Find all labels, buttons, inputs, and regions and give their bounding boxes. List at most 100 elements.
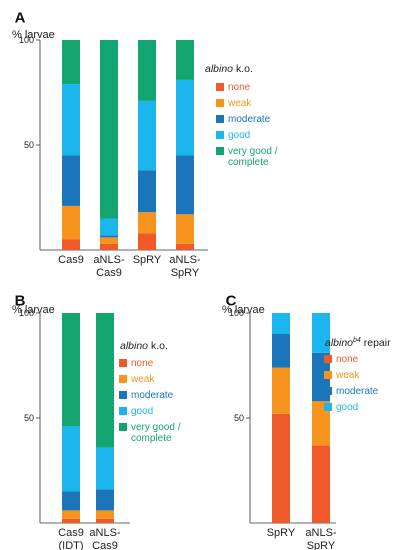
y-axis-label: % larvae — [12, 304, 55, 316]
legend-title: albino k.o. — [205, 63, 253, 75]
bar-segment-weak — [138, 212, 156, 234]
bar-segment-good — [272, 313, 290, 334]
bar-segment-good — [176, 79, 194, 156]
bar-segment-none — [96, 518, 114, 523]
x-category-label: aNLS- — [89, 527, 121, 539]
bar-segment-good — [62, 426, 80, 492]
legend-swatch — [324, 355, 332, 363]
x-category-label: SpRY — [307, 540, 336, 550]
legend-title: albino k.o. — [120, 340, 168, 352]
bar-segment-very-good-complete — [138, 40, 156, 101]
legend-swatch — [324, 403, 332, 411]
bar-segment-weak — [100, 237, 118, 244]
legend-swatch — [324, 371, 332, 379]
legend-label: none — [131, 358, 154, 369]
x-category-label: Cas9 — [96, 267, 122, 279]
bar-segment-good — [312, 313, 330, 353]
y-tick-label: 50 — [234, 413, 244, 423]
bar-segment-none — [100, 243, 118, 250]
legend-swatch — [324, 387, 332, 395]
bar-segment-none — [62, 239, 80, 250]
bar-segment-weak — [62, 510, 80, 519]
legend-label: weak — [227, 98, 252, 109]
bar-segment-good — [96, 447, 114, 490]
bar-segment-none — [312, 445, 330, 523]
x-category-label: SpRY — [133, 254, 162, 266]
legend-label: none — [336, 354, 359, 365]
panel-letter: C — [226, 292, 237, 309]
bar-segment-moderate — [62, 491, 80, 511]
panel-letter: B — [15, 292, 26, 309]
legend-label: good — [131, 406, 153, 417]
legend-label: good — [228, 130, 250, 141]
bar-segment-weak — [272, 367, 290, 414]
x-category-label: (IDT) — [58, 540, 83, 550]
bar-segment-very-good-complete — [62, 40, 80, 85]
legend-swatch — [119, 375, 127, 383]
y-tick-label: 100 — [19, 35, 34, 45]
bar-segment-good — [62, 84, 80, 156]
x-category-label: Cas9 — [58, 527, 84, 539]
bar-segment-none — [176, 243, 194, 250]
y-tick-label: 100 — [229, 308, 244, 318]
x-category-label: Cas9 — [58, 254, 84, 266]
bar-segment-moderate — [100, 235, 118, 238]
bar-segment-moderate — [176, 155, 194, 215]
legend-swatch — [119, 359, 127, 367]
y-tick-label: 100 — [19, 308, 34, 318]
bar-segment-weak — [312, 401, 330, 446]
bar-segment-weak — [176, 214, 194, 244]
legend-label: very good / — [131, 422, 181, 433]
legend-label: none — [228, 82, 251, 93]
bar-segment-none — [272, 413, 290, 523]
x-category-label: SpRY — [171, 267, 200, 279]
bar-segment-very-good-complete — [96, 313, 114, 448]
bar-segment-moderate — [272, 334, 290, 368]
legend-label: moderate — [228, 114, 271, 125]
x-category-label: aNLS- — [169, 254, 201, 266]
legend-label: weak — [335, 370, 360, 381]
x-category-label: SpRY — [267, 527, 296, 539]
bar-segment-none — [62, 518, 80, 523]
legend-label: moderate — [131, 390, 174, 401]
bar-segment-good — [100, 218, 118, 236]
x-category-label: Cas9 — [92, 540, 118, 550]
y-tick-label: 50 — [24, 413, 34, 423]
bar-segment-very-good-complete — [62, 313, 80, 427]
legend-label: very good / — [228, 146, 278, 157]
legend-swatch — [216, 99, 224, 107]
legend-swatch — [216, 115, 224, 123]
legend-label: complete — [131, 433, 172, 444]
y-tick-label: 50 — [24, 140, 34, 150]
panel-letter: A — [15, 9, 26, 26]
legend-swatch — [216, 147, 224, 155]
legend-label: moderate — [336, 386, 379, 397]
bar-segment-very-good-complete — [176, 40, 194, 80]
bar-segment-weak — [62, 205, 80, 240]
legend-label: complete — [228, 157, 269, 168]
legend-swatch — [216, 131, 224, 139]
legend-label: good — [336, 402, 358, 413]
bar-segment-weak — [96, 510, 114, 519]
x-category-label: aNLS- — [93, 254, 125, 266]
legend-swatch — [119, 423, 127, 431]
legend-swatch — [119, 391, 127, 399]
legend-swatch — [119, 407, 127, 415]
bar-segment-moderate — [138, 170, 156, 213]
x-category-label: aNLS- — [305, 527, 337, 539]
legend-label: weak — [130, 374, 155, 385]
bar-segment-very-good-complete — [100, 40, 118, 219]
bar-segment-moderate — [96, 489, 114, 511]
bar-segment-none — [138, 233, 156, 250]
bar-segment-moderate — [62, 155, 80, 206]
bar-segment-good — [138, 100, 156, 171]
legend-title: albinob4 repair — [325, 337, 391, 349]
y-axis-label: % larvae — [12, 29, 55, 41]
legend-swatch — [216, 83, 224, 91]
y-axis-label: % larvae — [222, 304, 265, 316]
